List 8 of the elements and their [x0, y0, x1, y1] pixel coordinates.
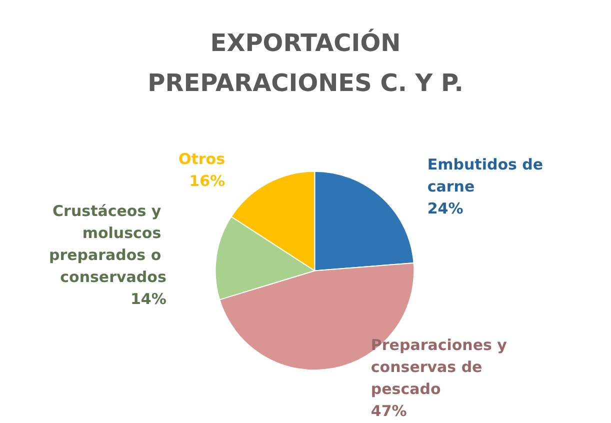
data-label: 14% — [130, 290, 166, 308]
slice-label: Crustáceos y moluscos preparados o conservados — [48, 202, 166, 286]
data-label: 47% — [370, 402, 407, 420]
chart-title: EXPORTACIÓN PREPARACIONES C. Y P. — [148, 28, 464, 97]
data-label: 24% — [427, 200, 464, 218]
data-label: 16% — [189, 172, 226, 190]
slice-label: Embutidos de carne — [427, 156, 548, 196]
slice-label: Otros — [178, 150, 226, 168]
